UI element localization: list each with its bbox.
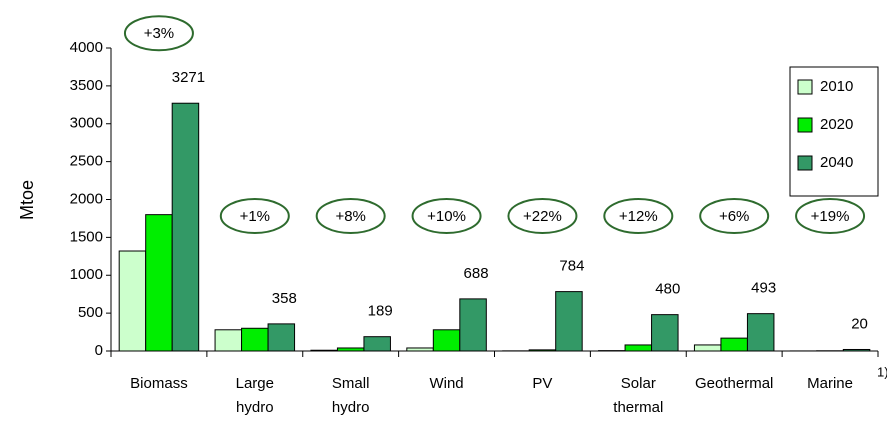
x-tick-label: Geothermal (695, 375, 773, 392)
y-tick-label: 1000 (70, 266, 103, 283)
data-label: 493 (751, 280, 776, 297)
y-tick-label: 3000 (70, 115, 103, 132)
bar (459, 298, 487, 352)
annotation-ellipse (123, 15, 194, 52)
data-label: 189 (368, 303, 393, 320)
x-tick-label: Solar thermal (613, 375, 663, 416)
bar (651, 314, 679, 352)
data-label: 688 (464, 265, 489, 282)
annotation: +22% (523, 208, 562, 225)
data-label: 358 (272, 290, 297, 307)
bar (746, 313, 775, 352)
x-tick-label: Marine (807, 375, 853, 392)
annotation: +6% (719, 208, 749, 225)
legend-swatch (797, 155, 813, 171)
data-label: 480 (655, 281, 680, 298)
x-tick-label: Wind (429, 375, 463, 392)
footnote-marker: 1) (877, 364, 887, 379)
annotation: +10% (427, 208, 466, 225)
bar (145, 214, 173, 352)
y-tick-label: 3500 (70, 77, 103, 94)
y-tick-label: 2000 (70, 190, 103, 207)
bar (624, 344, 653, 352)
bar (555, 291, 583, 352)
annotation-ellipse (219, 198, 290, 234)
annotation-ellipse (699, 198, 770, 234)
data-label: 3271 (172, 69, 205, 86)
y-axis-label: Mtoe (17, 180, 37, 220)
bar (432, 329, 461, 352)
bar (118, 250, 147, 352)
data-label: 784 (559, 258, 584, 275)
annotation: +1% (240, 208, 270, 225)
legend-label: 2040 (820, 154, 853, 171)
bar (720, 337, 748, 352)
bar (171, 102, 200, 352)
x-tick-label: Large hydro (236, 375, 274, 416)
annotation: +3% (144, 25, 174, 42)
annotation-ellipse (507, 198, 578, 234)
bar (214, 329, 243, 352)
bar (267, 323, 296, 352)
data-label: 20 (851, 315, 868, 332)
annotation-ellipse (795, 198, 866, 234)
annotation: +19% (811, 208, 850, 225)
annotation-ellipse (603, 198, 674, 234)
x-tick-label: PV (532, 375, 552, 392)
annotation-ellipse (411, 198, 482, 234)
bar (693, 344, 722, 352)
x-tick-label: Small hydro (332, 375, 370, 416)
y-tick-label: 1500 (70, 228, 103, 245)
y-tick-label: 500 (78, 304, 103, 321)
annotation-ellipse (315, 198, 386, 234)
legend-label: 2020 (820, 116, 853, 133)
x-tick-label: Biomass (130, 375, 188, 392)
y-tick-label: 0 (95, 342, 103, 359)
annotation: +8% (335, 208, 365, 225)
legend-label: 2010 (820, 78, 853, 95)
bar (363, 336, 391, 352)
y-tick-label: 2500 (70, 153, 103, 170)
bar (241, 327, 269, 352)
y-tick-label: 4000 (70, 39, 103, 56)
legend-swatch (797, 79, 813, 95)
legend-swatch (797, 117, 813, 133)
annotation: +12% (619, 208, 658, 225)
